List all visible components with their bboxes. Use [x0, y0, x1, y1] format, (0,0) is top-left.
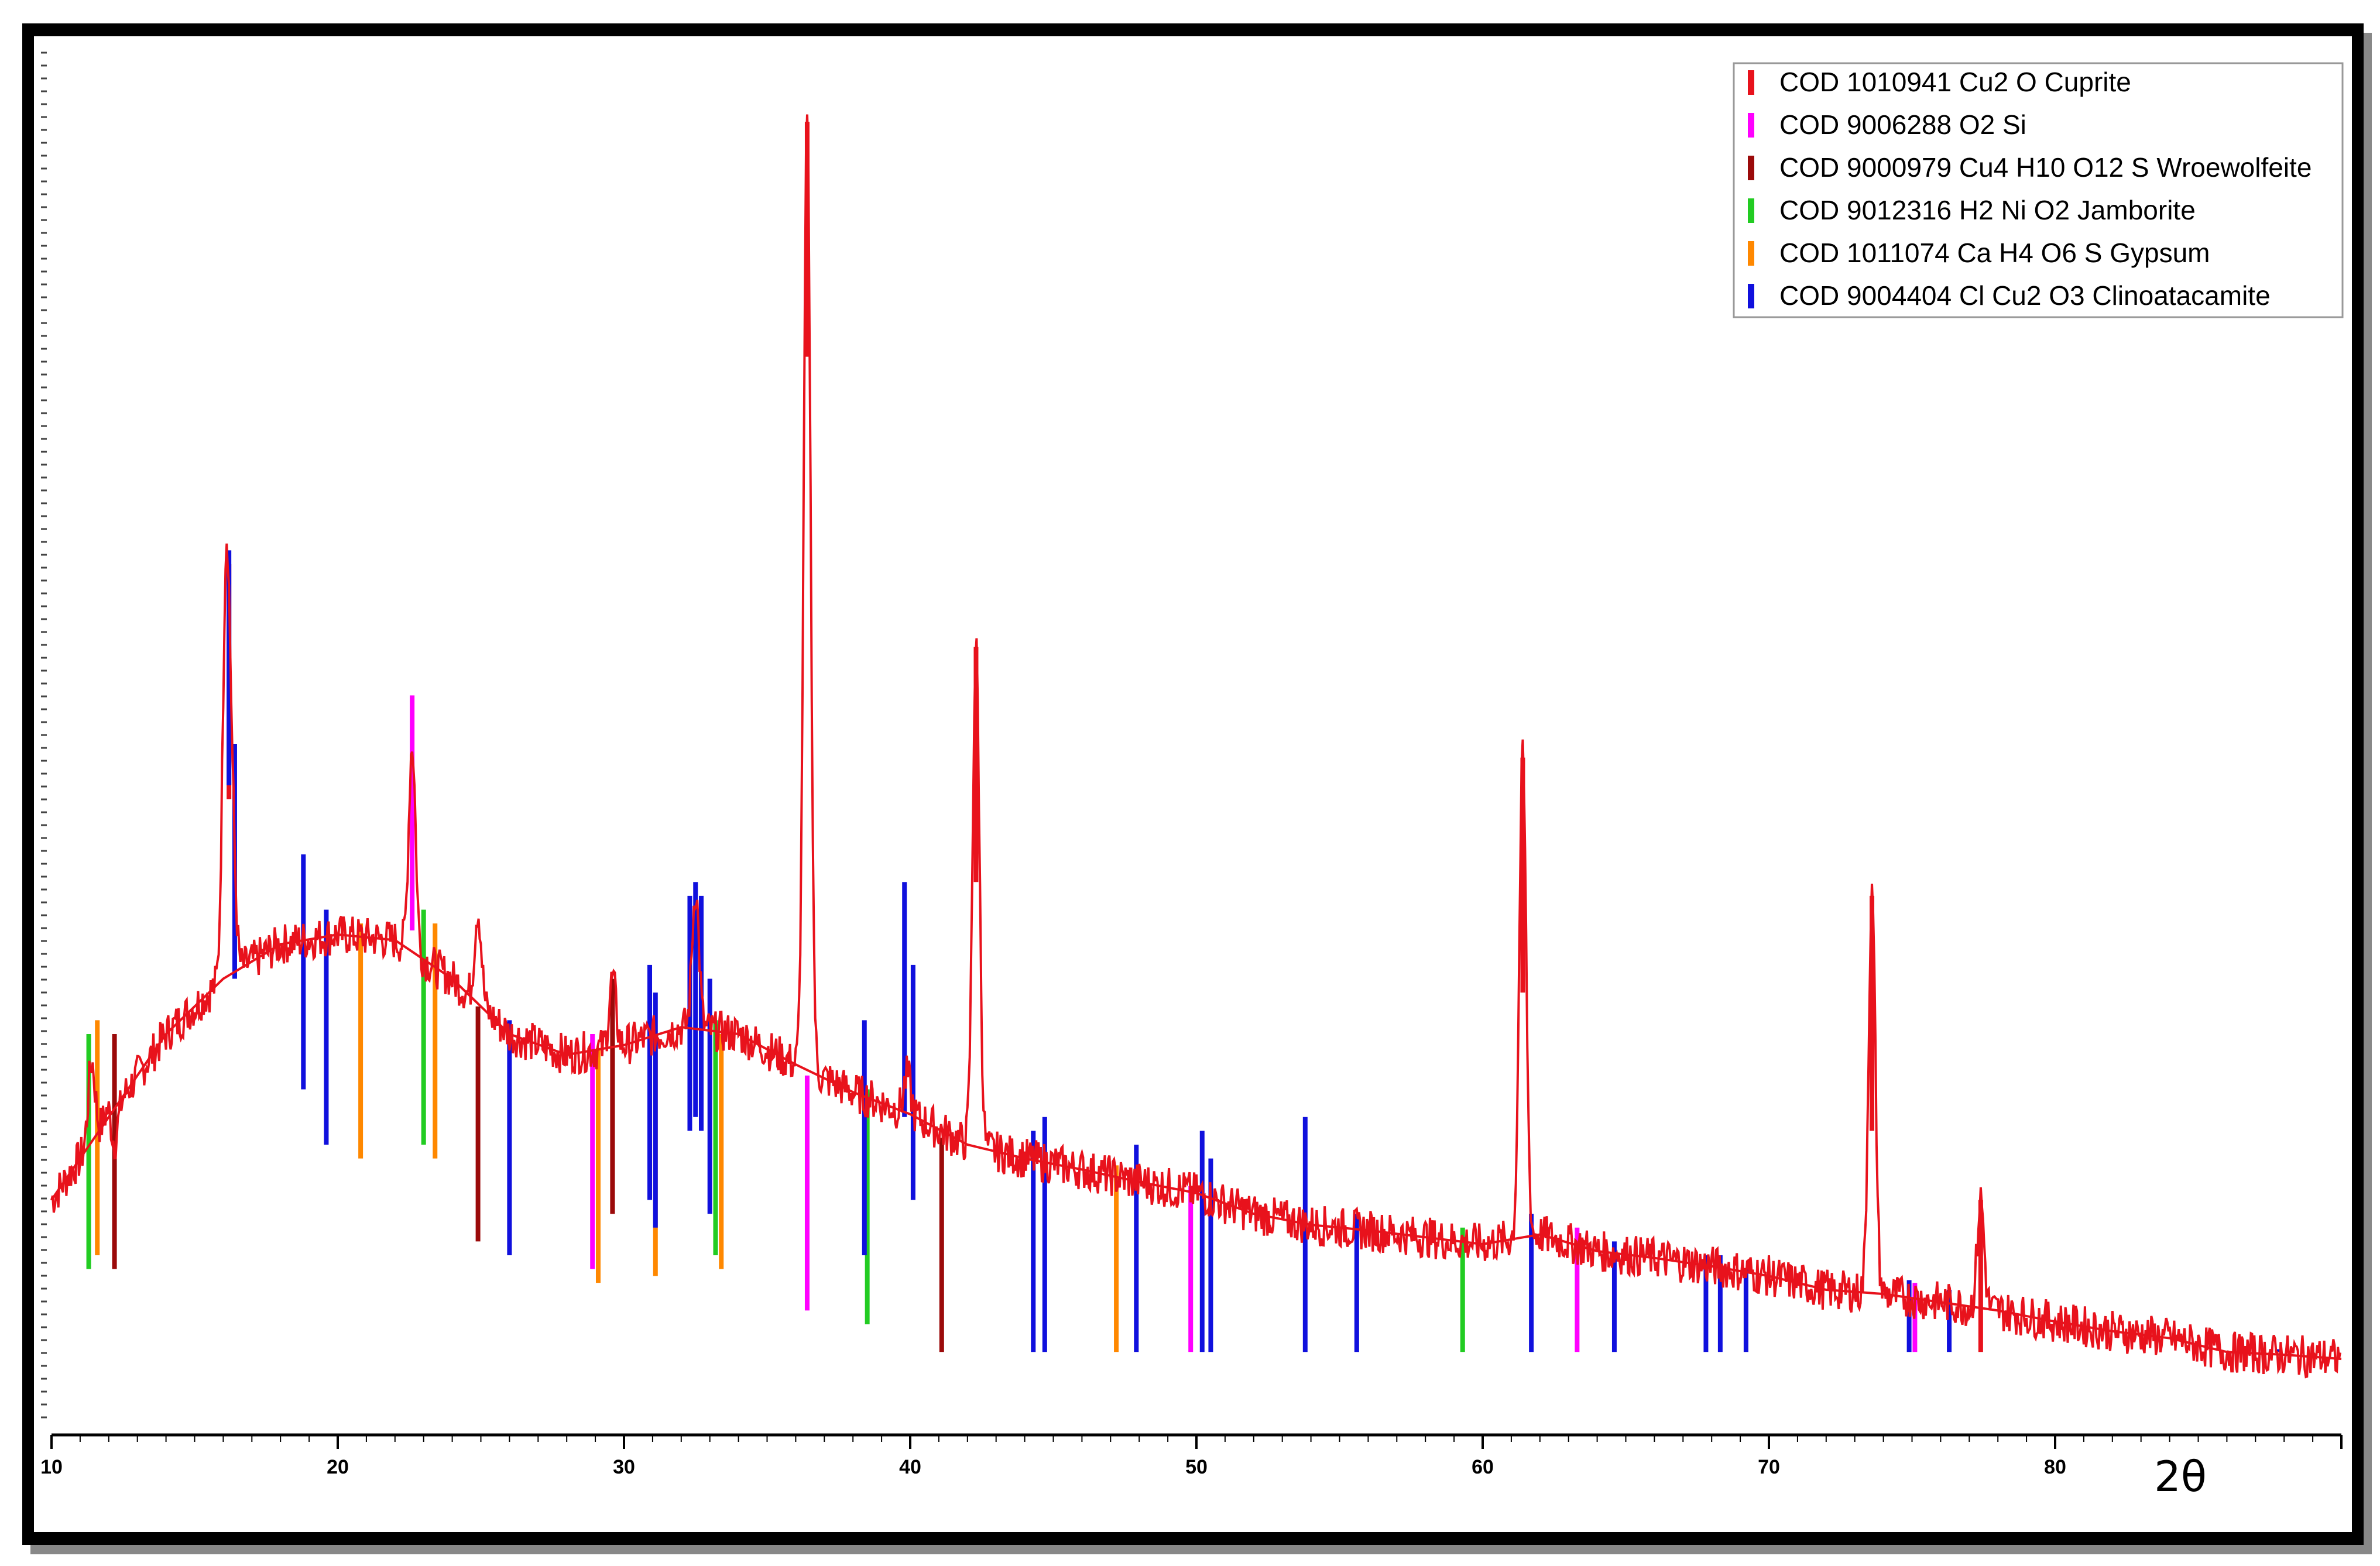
legend-swatch — [1748, 241, 1754, 266]
legend-entry: COD 1011074 Ca H4 O6 S Gypsum — [1779, 238, 2210, 268]
x-axis-ticks — [50, 1435, 2343, 1449]
x-axis-tick-labels: 10 20 30 40 50 60 70 80 — [40, 1456, 2066, 1478]
x-tick-label: 60 — [1472, 1456, 1494, 1478]
legend-swatch — [1748, 198, 1754, 223]
measured-pattern — [50, 114, 2342, 1379]
x-tick-label: 50 — [1185, 1456, 1208, 1478]
legend-entry: COD 9004404 Cl Cu2 O3 Clinoatacamite — [1779, 280, 2271, 311]
legend-box — [1733, 62, 2344, 318]
legend-entry: COD 9000979 Cu4 H10 O12 S Wroewolfeite — [1779, 152, 2312, 183]
legend-entry: COD 1010941 Cu2 O Cuprite — [1779, 67, 2131, 97]
x-axis-title: 2θ — [2154, 1452, 2207, 1501]
legend-swatch — [1748, 70, 1754, 95]
x-tick-label: 30 — [613, 1456, 635, 1478]
background-curve — [50, 933, 2342, 1361]
legend-entry: COD 9006288 O2 Si — [1779, 109, 2026, 140]
legend-entry: COD 9012316 H2 Ni O2 Jamborite — [1779, 195, 2196, 225]
x-tick-label: 20 — [327, 1456, 349, 1478]
y-axis-ticks — [41, 51, 47, 1419]
legend-swatch — [1748, 113, 1754, 138]
x-tick-label: 80 — [2044, 1456, 2066, 1478]
x-tick-label: 10 — [40, 1456, 63, 1478]
x-tick-label: 70 — [1758, 1456, 1780, 1478]
x-tick-label: 40 — [899, 1456, 921, 1478]
legend: COD 1010941 Cu2 O Cuprite COD 9006288 O2 … — [1733, 62, 2344, 318]
legend-swatch — [1748, 156, 1754, 180]
measured-pattern-line — [50, 114, 2341, 1379]
legend-swatch — [1748, 284, 1754, 308]
